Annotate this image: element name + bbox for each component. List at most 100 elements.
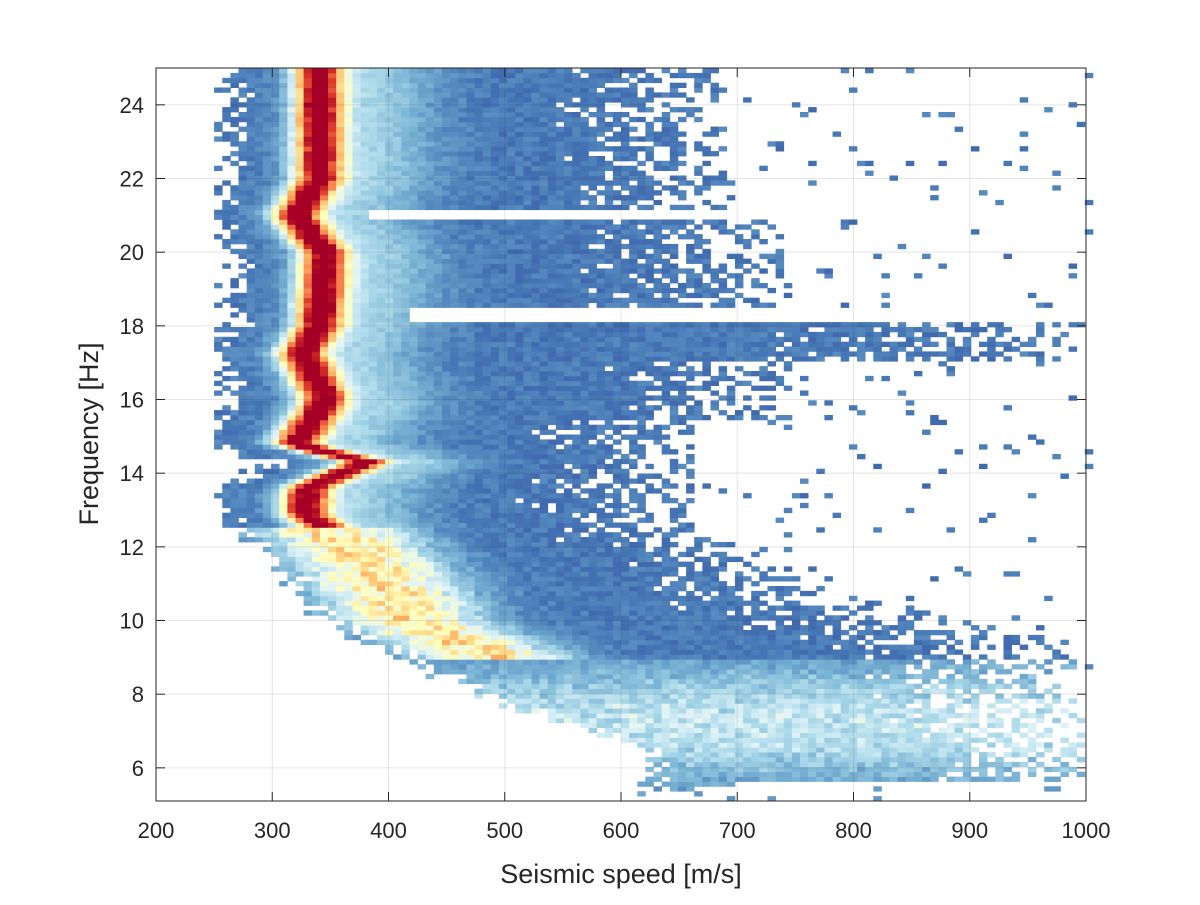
heatmap-cell bbox=[319, 385, 329, 391]
heatmap-cell bbox=[572, 390, 581, 396]
heatmap-cell bbox=[743, 737, 752, 743]
heatmap-cell bbox=[588, 493, 597, 499]
heatmap-cell bbox=[678, 693, 687, 699]
heatmap-cell bbox=[596, 639, 606, 645]
heatmap-cell bbox=[507, 380, 516, 386]
heatmap-cell bbox=[336, 356, 345, 362]
heatmap-cell bbox=[653, 610, 662, 616]
heatmap-cell bbox=[230, 424, 239, 430]
heatmap-cell bbox=[336, 463, 345, 470]
heatmap-cell bbox=[490, 468, 500, 474]
heatmap-cell bbox=[295, 458, 304, 465]
heatmap-cell bbox=[425, 659, 435, 665]
heatmap-cell bbox=[775, 732, 785, 738]
heatmap-cell bbox=[800, 664, 809, 670]
heatmap-cell bbox=[718, 722, 728, 729]
heatmap-cell bbox=[645, 654, 654, 660]
heatmap-cell bbox=[604, 380, 614, 386]
heatmap-cell bbox=[417, 502, 427, 509]
heatmap-cell bbox=[848, 713, 858, 719]
heatmap-cell bbox=[621, 478, 630, 484]
heatmap-cell bbox=[832, 659, 842, 665]
heatmap-cell bbox=[539, 576, 549, 582]
heatmap-cell bbox=[319, 512, 329, 518]
heatmap-cell bbox=[913, 371, 923, 377]
heatmap-cell bbox=[637, 546, 646, 553]
heatmap-cell bbox=[531, 630, 540, 636]
heatmap-cell bbox=[718, 693, 728, 699]
heatmap-cell bbox=[368, 405, 378, 411]
heatmap-cell bbox=[604, 600, 614, 606]
heatmap-cell bbox=[800, 722, 809, 729]
heatmap-cell bbox=[433, 590, 443, 597]
heatmap-cell bbox=[539, 537, 549, 543]
heatmap-cell bbox=[336, 561, 345, 567]
heatmap-cell bbox=[368, 483, 378, 489]
heatmap-cell bbox=[450, 400, 459, 406]
heatmap-cell bbox=[328, 507, 337, 514]
heatmap-cell bbox=[580, 415, 589, 421]
heatmap-cell bbox=[678, 502, 687, 509]
heatmap-cell bbox=[555, 590, 565, 597]
heatmap-cell bbox=[385, 527, 394, 533]
heatmap-cell bbox=[564, 517, 573, 523]
heatmap-cell bbox=[718, 620, 728, 626]
heatmap-cell bbox=[311, 512, 321, 518]
heatmap-cell bbox=[669, 581, 679, 587]
heatmap-cell bbox=[295, 478, 304, 484]
heatmap-cell bbox=[425, 463, 435, 470]
heatmap-cell bbox=[466, 498, 475, 504]
heatmap-cell bbox=[360, 556, 370, 562]
heatmap-cell bbox=[539, 556, 549, 562]
heatmap-cell bbox=[816, 659, 825, 665]
heatmap-cell bbox=[678, 586, 687, 592]
heatmap-cell bbox=[857, 669, 866, 675]
heatmap-cell bbox=[555, 693, 565, 699]
heatmap-cell bbox=[262, 478, 272, 484]
heatmap-cell bbox=[1044, 595, 1053, 602]
heatmap-cell bbox=[547, 703, 557, 709]
heatmap-cell bbox=[702, 625, 711, 631]
heatmap-cell bbox=[328, 449, 337, 455]
heatmap-cell bbox=[433, 424, 443, 430]
heatmap-cell bbox=[767, 737, 776, 743]
heatmap-cell bbox=[702, 713, 711, 719]
heatmap-cell bbox=[726, 615, 736, 621]
heatmap-cell bbox=[515, 556, 524, 562]
heatmap-cell bbox=[498, 375, 508, 382]
heatmap-cell bbox=[523, 649, 532, 655]
heatmap-cell bbox=[328, 410, 337, 416]
heatmap-cell bbox=[376, 620, 386, 626]
heatmap-cell bbox=[319, 576, 329, 582]
heatmap-cell bbox=[751, 737, 760, 743]
heatmap-cell bbox=[344, 463, 353, 470]
heatmap-cell bbox=[710, 615, 719, 621]
heatmap-cell bbox=[474, 693, 483, 699]
heatmap-cell bbox=[848, 732, 858, 738]
heatmap-cell bbox=[547, 512, 557, 518]
heatmap-cell bbox=[938, 761, 947, 768]
heatmap-cell bbox=[523, 683, 532, 689]
heatmap-cell bbox=[661, 483, 671, 489]
heatmap-cell bbox=[385, 498, 394, 504]
heatmap-cell bbox=[612, 546, 622, 553]
heatmap-cell bbox=[612, 683, 622, 689]
heatmap-cell bbox=[450, 385, 459, 391]
heatmap-cell bbox=[686, 649, 695, 655]
heatmap-cell bbox=[523, 356, 532, 362]
heatmap-cell bbox=[1011, 571, 1021, 577]
heatmap-cell bbox=[645, 551, 654, 558]
heatmap-cell bbox=[458, 595, 467, 602]
heatmap-cell bbox=[800, 776, 809, 782]
heatmap-cell bbox=[718, 713, 728, 719]
heatmap-cell bbox=[311, 546, 321, 553]
heatmap-cell bbox=[507, 454, 516, 460]
heatmap-cell bbox=[433, 380, 443, 386]
heatmap-cell bbox=[645, 717, 654, 724]
heatmap-cell bbox=[474, 502, 483, 509]
heatmap-cell bbox=[645, 742, 654, 748]
heatmap-cell bbox=[360, 380, 370, 386]
heatmap-cell bbox=[588, 371, 597, 377]
heatmap-cell bbox=[686, 473, 695, 479]
heatmap-cell bbox=[987, 664, 996, 670]
